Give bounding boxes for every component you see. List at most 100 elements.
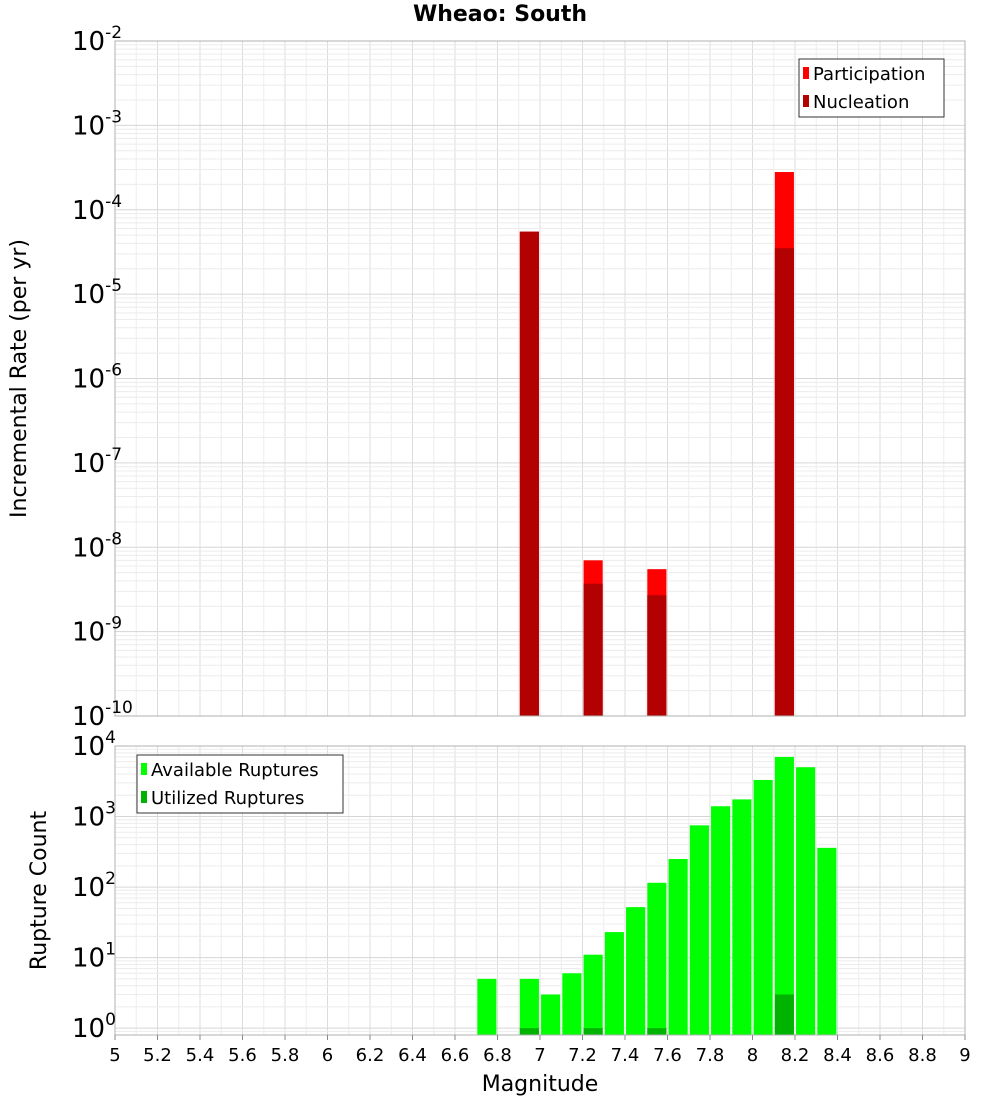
x-tick-label: 5.8 (271, 1045, 300, 1066)
legend-swatch (141, 791, 147, 803)
series-2-bar (647, 1028, 667, 1035)
y-tick-exponent: -7 (105, 445, 122, 465)
top-plot-frame (114, 40, 966, 717)
legend-swatch (141, 763, 147, 775)
y-tick-base: 10 (72, 803, 105, 833)
y-tick-base: 10 (72, 533, 105, 563)
x-tick-label: 6.8 (483, 1045, 512, 1066)
y-tick-base: 10 (72, 449, 105, 479)
y-tick-label: 10-3 (72, 107, 122, 141)
y-tick-base: 10 (72, 280, 105, 310)
y-tick-base: 10 (72, 618, 105, 648)
y-tick-label: 10-8 (72, 529, 122, 563)
y-tick-label: 100 (72, 1010, 116, 1044)
y-tick-exponent: -3 (105, 107, 122, 127)
y-tick-label: 102 (72, 869, 116, 903)
x-tick-label: 7.4 (611, 1045, 640, 1066)
series-2-bar (583, 1028, 603, 1035)
x-tick-label: 7.2 (568, 1045, 597, 1066)
y-tick-exponent: -5 (105, 276, 122, 296)
x-tick-label: 8.4 (823, 1045, 852, 1066)
top-legend: Participation Nucleation (798, 58, 945, 118)
x-tick-label: 8.2 (781, 1045, 810, 1066)
x-tick-label: 5.6 (228, 1045, 257, 1066)
y-tick-exponent: -9 (105, 614, 122, 634)
y-tick-label: 10-9 (72, 614, 122, 648)
x-tick-label: 6 (322, 1045, 333, 1066)
x-axis-label: Magnitude (482, 1072, 599, 1097)
series-1-bar (711, 806, 731, 1035)
series-1-bar (689, 825, 709, 1035)
x-tick-label: 9 (959, 1045, 970, 1066)
series-2-bar (647, 595, 667, 716)
y-tick-base: 10 (72, 365, 105, 395)
y-tick-label: 10-4 (72, 192, 122, 226)
series-1-bar (626, 907, 646, 1035)
bottom-bars (477, 756, 837, 1035)
series-1-bar (753, 779, 773, 1035)
x-axis: 5 5.2 5.4 5.6 5.8 6 6.2 6.4 6.6 6.8 7 7.2 7.4 7.6 7.8 8… (109, 1035, 971, 1097)
legend-swatch (803, 95, 809, 107)
series-2-bar (583, 583, 603, 716)
chart-title: Wheao: South (412, 2, 588, 27)
y-tick-exponent: -6 (105, 361, 122, 381)
y-tick-label: 10-2 (72, 23, 122, 57)
series-1-bar (519, 978, 539, 1035)
y-tick-base: 10 (72, 196, 105, 226)
y-tick-label: 101 (72, 940, 116, 974)
series-1-bar (541, 994, 561, 1035)
series-1-bar (796, 767, 816, 1035)
y-tick-label: 103 (72, 799, 116, 833)
y-tick-exponent: 4 (105, 728, 116, 748)
bottom-legend: Available Ruptures Utilized Ruptures (136, 754, 344, 814)
y-tick-exponent: 0 (105, 1010, 116, 1030)
top-gridlines (114, 40, 966, 717)
x-tick-label: 5 (109, 1045, 120, 1066)
y-tick-exponent: -8 (105, 529, 122, 549)
x-tick-label: 5.4 (186, 1045, 215, 1066)
legend-label: Participation (813, 64, 925, 85)
legend-label: Utilized Ruptures (151, 788, 304, 809)
series-2-bar (774, 248, 794, 717)
y-tick-base: 10 (72, 1014, 105, 1044)
y-tick-base: 10 (72, 732, 105, 762)
series-1-bar (774, 756, 794, 1035)
series-1-bar (562, 973, 582, 1035)
y-tick-label: 104 (72, 728, 116, 762)
series-2-bar (774, 994, 794, 1035)
series-1-bar (732, 799, 752, 1035)
y-tick-exponent: 2 (105, 869, 116, 889)
x-tick-label: 8.6 (866, 1045, 895, 1066)
y-tick-label: 10-6 (72, 361, 122, 395)
legend-label: Available Ruptures (151, 760, 319, 781)
legend-box (798, 58, 945, 118)
x-tick-label: 7.6 (653, 1045, 682, 1066)
series-2-bar (519, 1028, 539, 1035)
y-tick-exponent: 3 (105, 799, 116, 819)
top-bars (519, 172, 794, 717)
y-tick-base: 10 (72, 111, 105, 141)
y-tick-exponent: 1 (105, 940, 116, 960)
top-y-axis-label: Incremental Rate (per yr) (7, 239, 32, 518)
x-tick-label: 6.2 (356, 1045, 385, 1066)
x-tick-label: 6.6 (441, 1045, 470, 1066)
x-tick-label: 8.8 (908, 1045, 937, 1066)
y-tick-base: 10 (72, 27, 105, 57)
top-panel: 10-1010-910-810-710-610-510-410-310-2Inc… (7, 23, 966, 732)
x-tick-label: 5.2 (143, 1045, 172, 1066)
legend-swatch (803, 67, 809, 79)
series-1-bar (604, 932, 624, 1035)
y-tick-base: 10 (72, 873, 105, 903)
legend-label: Nucleation (813, 92, 909, 113)
legend-box (136, 754, 344, 814)
x-tick-label: 7.8 (696, 1045, 725, 1066)
y-tick-label: 10-10 (72, 698, 133, 732)
y-tick-base: 10 (72, 702, 105, 732)
x-tick-label: 6.4 (398, 1045, 427, 1066)
y-tick-label: 10-5 (72, 276, 122, 310)
series-1-bar (817, 847, 837, 1035)
series-1-bar (477, 978, 497, 1035)
